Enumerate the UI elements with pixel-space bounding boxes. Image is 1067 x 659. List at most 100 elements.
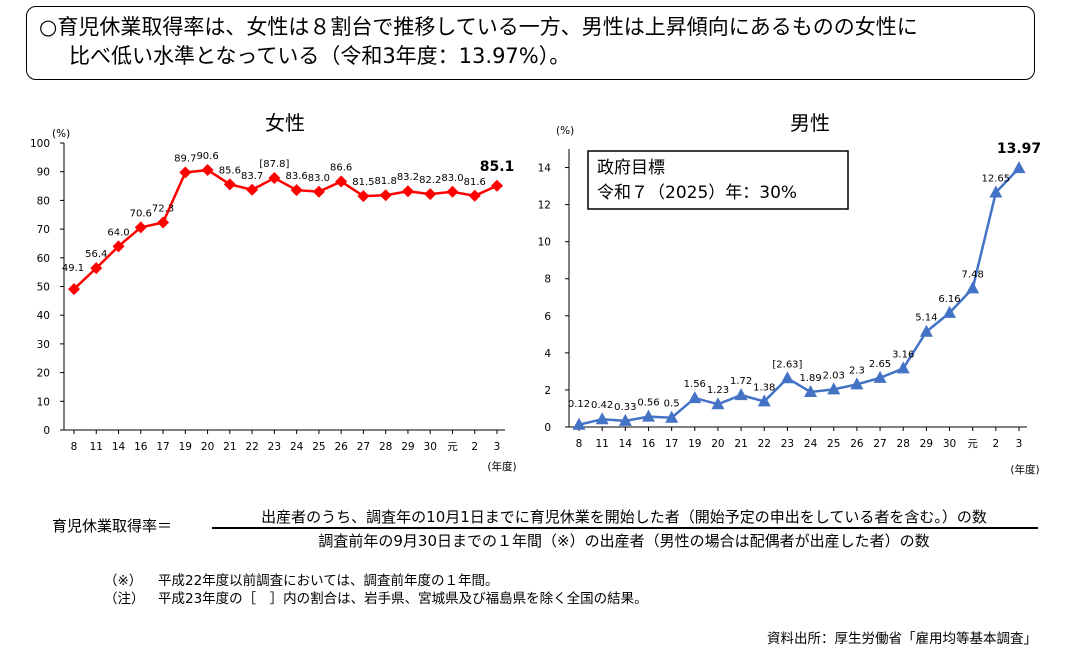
male-data-label: 0.42 [591,400,613,411]
female-x-tick-label: 23 [268,441,281,453]
male-point [641,409,655,422]
male-x-tick-label: 27 [873,438,886,450]
male-data-label: 1.23 [707,385,729,396]
female-x-tick-label: 2 [471,441,478,453]
male-data-label: 2.65 [869,359,891,370]
female-y-tick-label: 10 [37,396,50,408]
female-x-tick-label: 16 [134,441,148,453]
formula-denominator: 調査前年の9月30日までの１年間（※）の出産者（男性の場合は配偶者が出産した者）… [318,532,930,550]
female-y-tick-label: 60 [37,253,50,265]
male-data-label: 1.72 [730,376,752,387]
male-point [711,397,725,410]
female-point [268,172,281,185]
female-data-label: 85.6 [219,165,241,176]
female-data-label: [87.8] [259,159,289,170]
male-y-tick-label: 8 [544,274,551,286]
male-y-tick-label: 6 [544,311,551,323]
female-point [157,216,170,229]
female-point [379,189,392,202]
male-annotation-line1: 政府目標 [597,158,665,178]
male-x-tick-label: 17 [665,438,678,450]
male-x-tick-label: 16 [642,438,656,450]
female-x-tick-label: 30 [424,441,437,453]
male-data-label: 7.48 [962,269,984,280]
female-x-tick-label: 3 [494,441,501,453]
male-x-tick-label: 24 [804,438,818,450]
note-text-2: 平成23年度の［ ］内の割合は、岩手県、宮城県及び福島県を除く全国の結果。 [158,591,648,607]
male-point [850,377,864,390]
female-chart-title: 女性 [265,111,305,135]
female-point [446,185,459,198]
note-text-1: 平成22年度以前調査においては、調査前年度の１年間。 [158,573,499,589]
male-data-label: 1.89 [799,373,821,384]
male-data-label: 1.38 [753,382,775,393]
male-x-tick-label: 19 [688,438,701,450]
male-x-tick-label: 14 [619,438,633,450]
female-data-label: 49.1 [62,263,84,274]
female-data-label: 81.6 [464,177,486,188]
male-y-tick-label: 10 [538,237,551,249]
headline-line1: ○育児休業取得率は、女性は８割台で推移している一方、男性は上昇傾向にあるものの女… [39,15,918,39]
female-x-tick-label: 26 [334,441,348,453]
female-y-tick-label: 80 [37,195,50,207]
female-point [112,240,125,253]
male-data-label: 1.56 [684,379,706,390]
female-data-label: 83.7 [241,171,263,182]
male-x-tick-label: 20 [711,438,724,450]
female-x-tick-label: 20 [201,441,214,453]
male-annotation-line2: 令和７（2025）年：30% [597,183,797,203]
female-y-tick-label: 90 [37,167,50,179]
female-x-tick-label: 8 [71,441,78,453]
female-point [468,189,481,202]
male-y-tick-label: 12 [538,200,551,212]
male-point [665,410,679,423]
male-x-tick-label: 25 [827,438,840,450]
male-point [827,382,841,395]
male-point [989,185,1003,198]
female-data-label: 56.4 [85,249,107,260]
male-x-tick-label: 11 [595,438,608,450]
female-x-tick-label: 21 [223,441,236,453]
male-x-tick-label: 26 [850,438,864,450]
male-point [896,361,910,374]
note-mark-2: （注） [104,591,145,607]
female-y-tick-label: 20 [37,368,50,380]
female-x-unit: (年度) [487,460,516,473]
female-data-label: 89.7 [174,154,196,165]
male-annotation-box [587,150,849,210]
male-point [757,394,771,407]
male-y-tick-label: 4 [544,348,551,360]
headline-line2: 比べ低い水準となっている（令和3年度：13.97%）。 [69,44,571,68]
female-point [134,221,147,234]
male-y-unit: (%) [556,125,574,137]
formula-lhs: 育児休業取得率＝ [52,517,173,535]
female-y-unit: (%) [52,128,70,140]
male-point [1012,161,1026,174]
male-data-label: 0.12 [568,399,590,410]
female-data-label: 83.6 [285,171,307,182]
female-x-tick-label: 29 [401,441,414,453]
male-point [618,413,632,426]
male-chart-title: 男性 [790,111,830,135]
male-x-tick-label: 23 [781,438,794,450]
male-x-unit: (年度) [1010,463,1039,476]
male-point [943,305,957,318]
male-point [688,391,702,404]
female-point [290,184,303,197]
male-point [873,370,887,383]
male-x-tick-label: 21 [734,438,747,450]
male-data-label: [2.63] [772,359,802,370]
female-y-tick-label: 70 [37,224,50,236]
note-mark-1: （※） [104,573,143,589]
female-data-label: 90.6 [196,151,218,162]
male-point [919,324,933,337]
female-data-label: 82.2 [419,175,441,186]
male-data-label: 2.03 [823,370,845,381]
female-point [246,183,259,196]
female-point [68,283,80,296]
male-point [572,417,586,430]
male-y-tick-label: 2 [544,385,551,397]
male-data-label: 3.16 [892,349,914,360]
male-data-label: 0.33 [614,402,636,413]
female-y-tick-label: 40 [37,310,50,322]
